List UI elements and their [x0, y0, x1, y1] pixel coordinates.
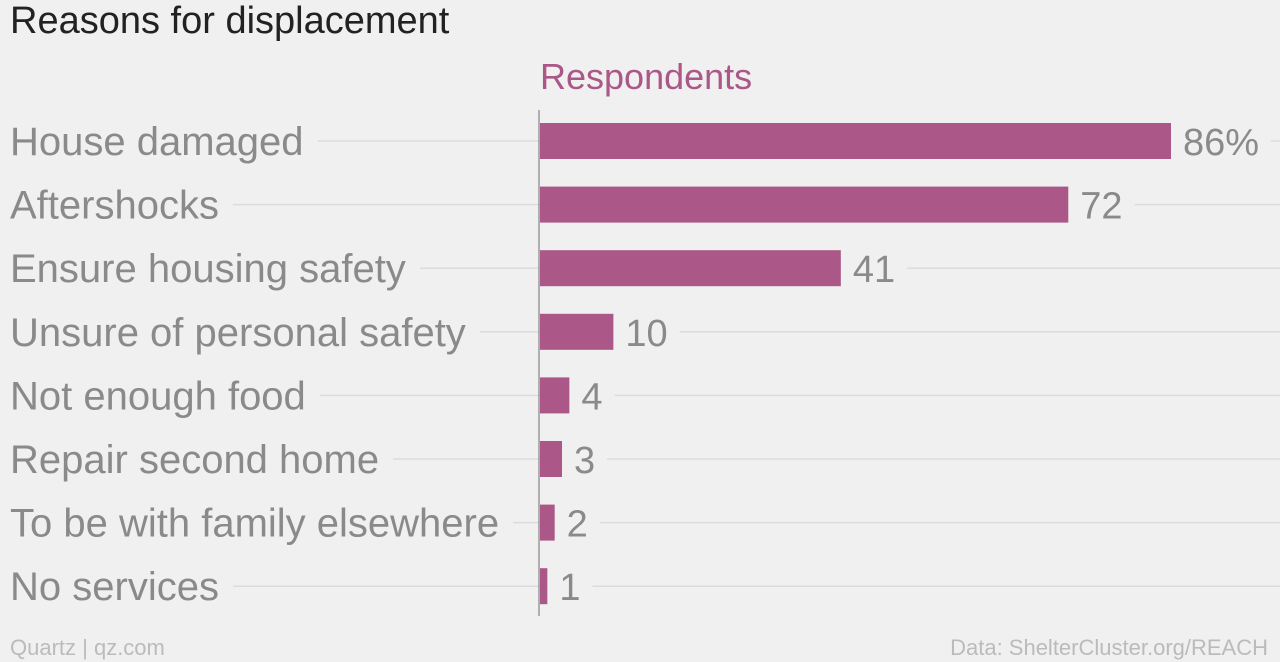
bar [540, 250, 841, 287]
category-label: Unsure of personal safety [10, 311, 466, 355]
value-label: 4 [581, 376, 602, 418]
value-label: 10 [625, 313, 667, 355]
category-label: Ensure housing safety [10, 247, 406, 291]
bars [540, 123, 1171, 605]
category-label: No services [10, 565, 219, 609]
category-label: To be with family elsewhere [10, 502, 499, 546]
grid-lines [232, 140, 1280, 587]
source-credit: Quartz | qz.com [10, 635, 165, 660]
bar [540, 313, 614, 350]
bar [540, 568, 548, 605]
value-label: 2 [567, 504, 588, 546]
series-label: Respondents [540, 56, 752, 97]
bar [540, 441, 563, 477]
bar [540, 504, 555, 541]
bar [540, 123, 1171, 159]
bar [540, 186, 1069, 223]
value-label: 72 [1080, 186, 1122, 228]
category-label: Aftershocks [10, 184, 219, 228]
category-label: Repair second home [10, 438, 379, 482]
chart-title: Reasons for displacement [10, 0, 450, 42]
data-source: Data: ShelterCluster.org/REACH [950, 635, 1268, 660]
value-label: 3 [574, 440, 595, 482]
value-label: 41 [853, 249, 895, 291]
value-label: 86% [1183, 122, 1259, 164]
bar [540, 377, 570, 414]
value-label: 1 [559, 567, 580, 609]
category-label: Not enough food [10, 374, 306, 418]
labels: House damaged 86% Aftershocks 72 Ensure hous… [10, 120, 1259, 609]
category-label: House damaged [10, 120, 304, 164]
